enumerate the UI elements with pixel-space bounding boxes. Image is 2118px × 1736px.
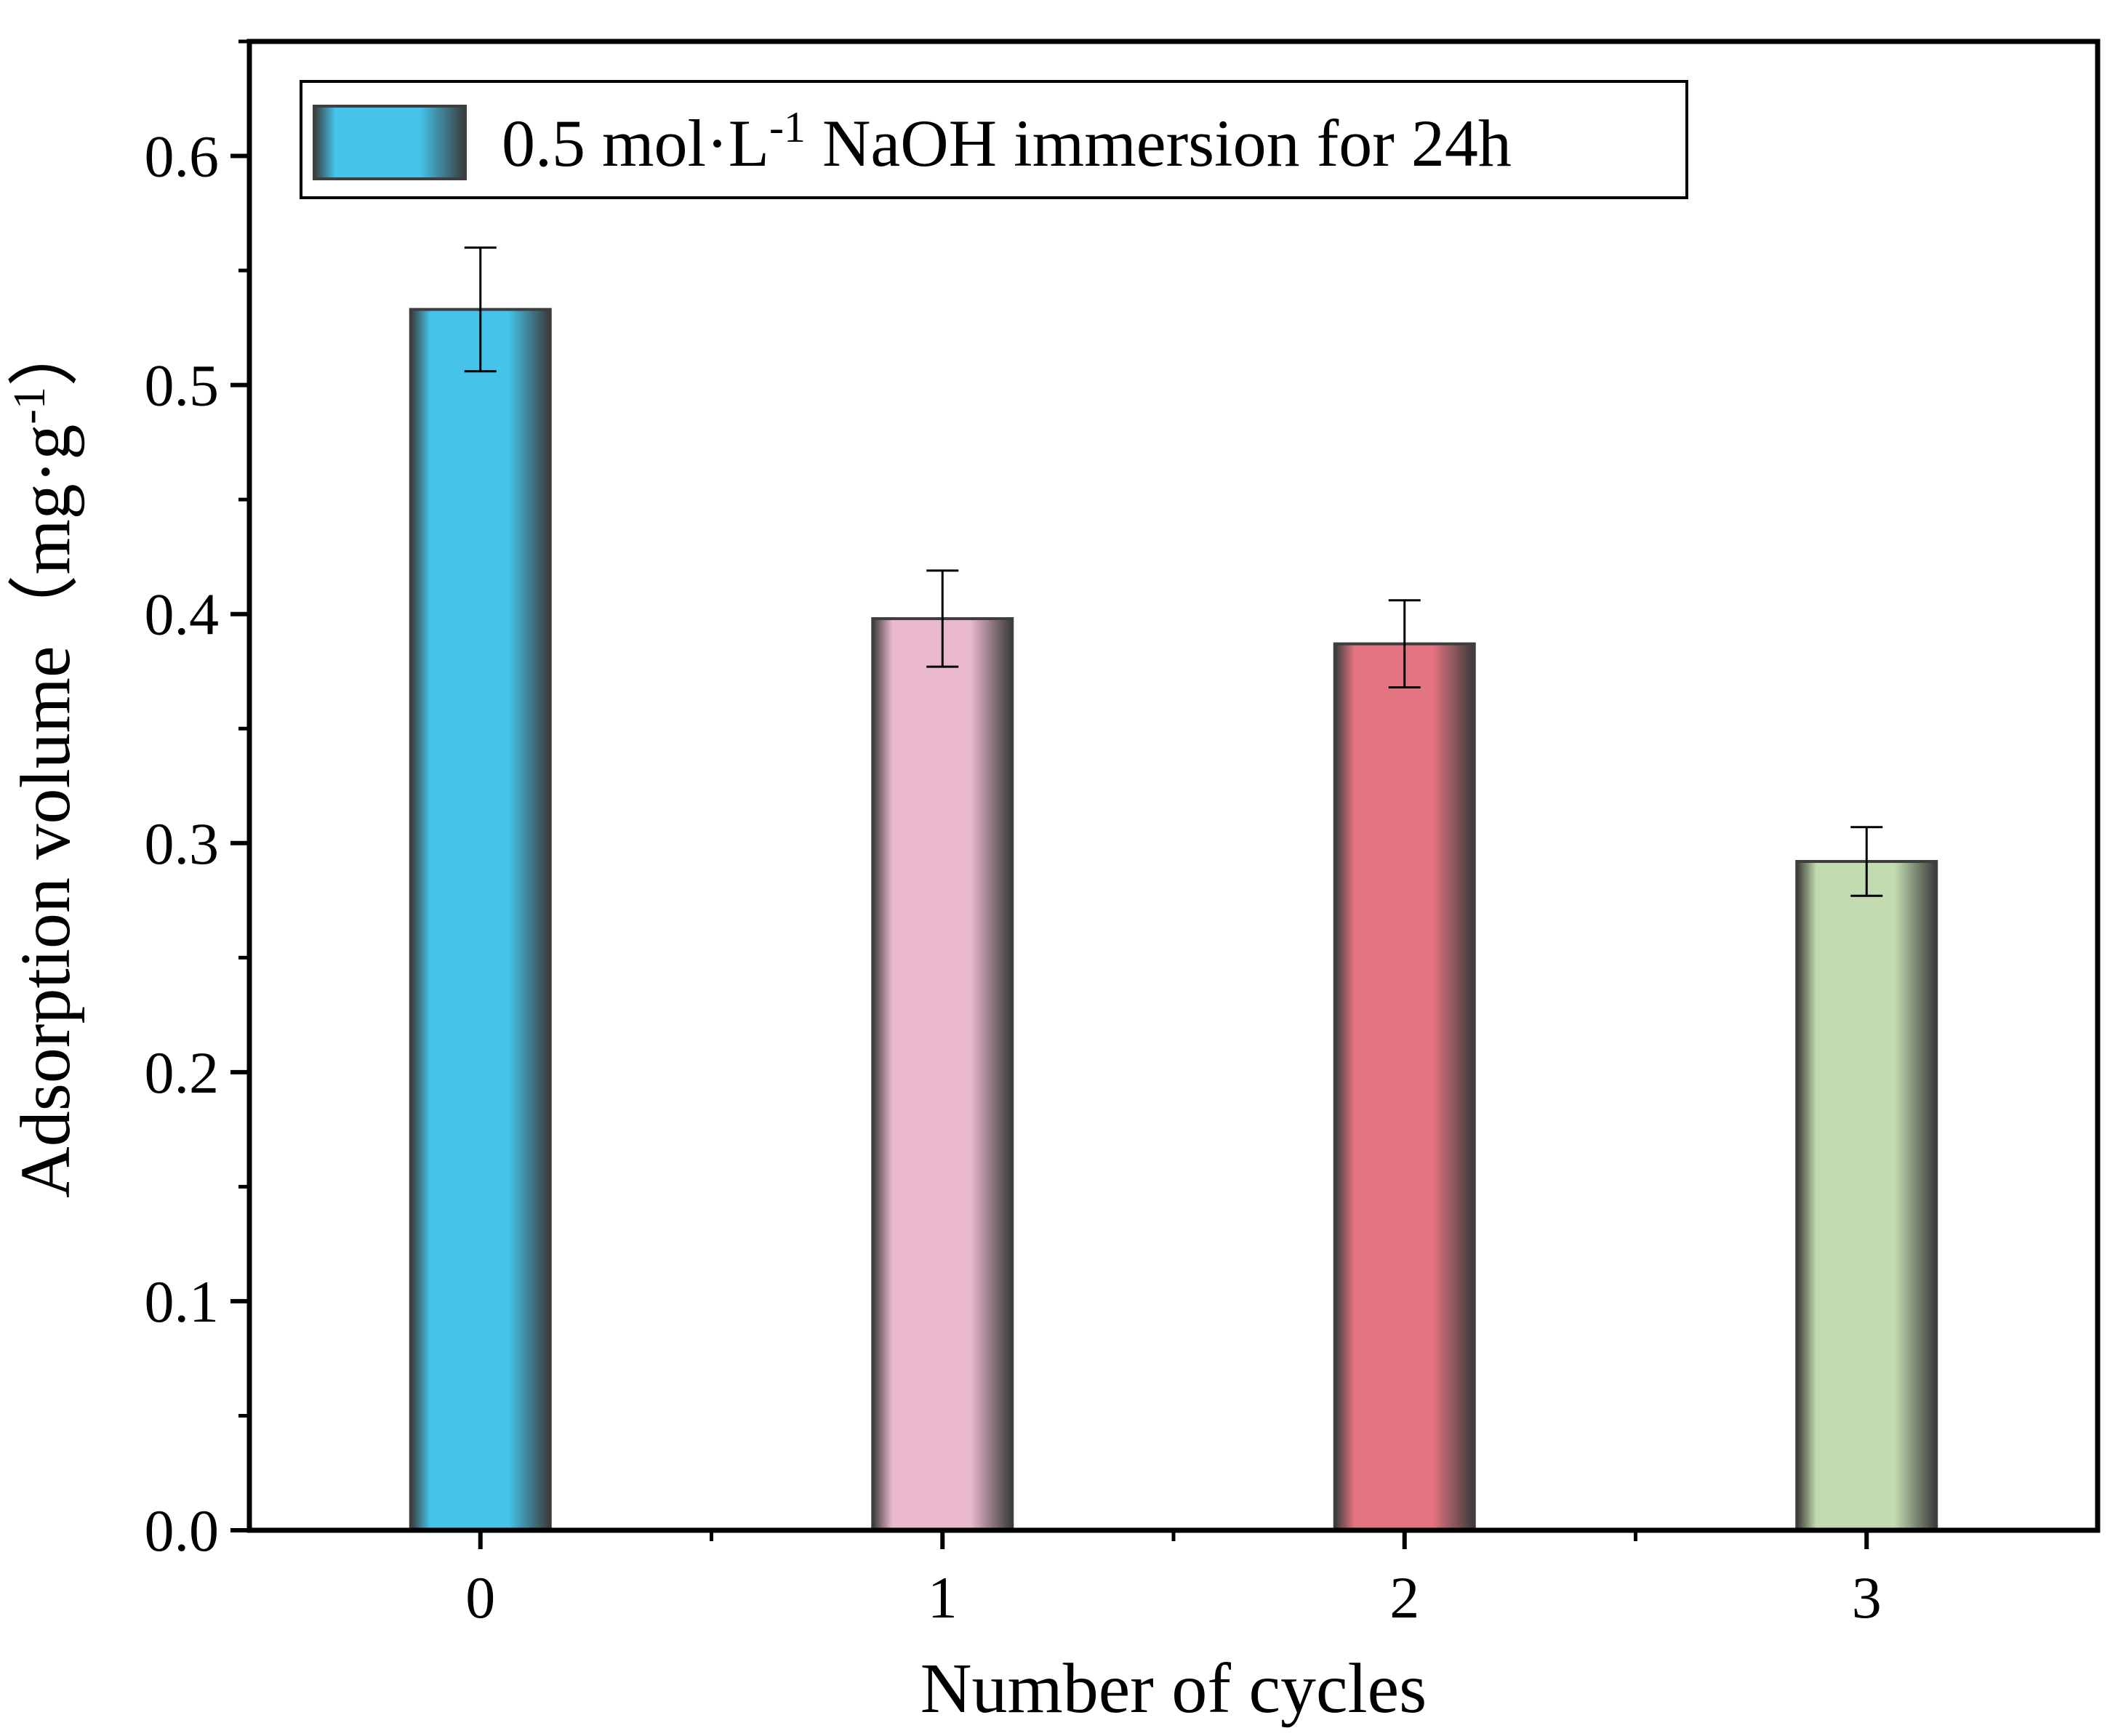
y-axis: 0.0 0.1 0.2 0.3 0.4 0.5 0.6 xyxy=(145,39,249,1564)
bars-layer xyxy=(409,308,1938,1532)
x-tick-label: 3 xyxy=(1852,1564,1882,1631)
x-axis-title: Number of cycles xyxy=(920,1649,1427,1728)
y-tick-label: 0.5 xyxy=(145,353,220,419)
error-bar-3 xyxy=(1850,826,1883,897)
legend-label-rest: NaOH immersion for 24h xyxy=(806,106,1512,180)
bar-2 xyxy=(1333,642,1476,1532)
error-bar-0 xyxy=(464,246,497,373)
bar-1 xyxy=(871,616,1014,1532)
legend-label-main: 0.5 mol·L xyxy=(502,106,769,180)
legend-label: 0.5 mol·L-1 NaOH immersion for 24h xyxy=(502,103,1512,180)
error-bars-layer xyxy=(464,246,1883,897)
bar-3 xyxy=(1795,859,1938,1532)
error-bar-2 xyxy=(1388,599,1421,689)
y-axis-title-sup: -1 xyxy=(5,387,55,425)
legend: 0.5 mol·L-1 NaOH immersion for 24h xyxy=(300,80,1688,199)
legend-label-sup: -1 xyxy=(769,103,806,151)
y-axis-title-close: ） xyxy=(7,316,85,387)
y-axis-title: Adsorption volume（mg·g-1） xyxy=(5,316,85,1198)
x-tick-label: 0 xyxy=(465,1564,495,1631)
y-tick-label: 0.1 xyxy=(145,1269,220,1335)
legend-swatch xyxy=(313,105,467,180)
legend-box xyxy=(300,80,1688,199)
y-tick-label: 0.6 xyxy=(145,124,220,190)
x-tick-label: 2 xyxy=(1389,1564,1419,1631)
y-tick-label: 0.2 xyxy=(145,1040,220,1106)
y-tick-label: 0.0 xyxy=(145,1498,220,1564)
bar-0 xyxy=(409,308,552,1532)
error-bar-1 xyxy=(926,569,959,668)
y-axis-title-main: Adsorption volume（mg·g xyxy=(7,425,85,1198)
y-tick-label: 0.3 xyxy=(145,811,220,877)
x-tick-label: 1 xyxy=(928,1564,958,1631)
x-axis: 0 1 2 3 xyxy=(465,1530,1882,1631)
y-tick-label: 0.4 xyxy=(145,582,220,648)
